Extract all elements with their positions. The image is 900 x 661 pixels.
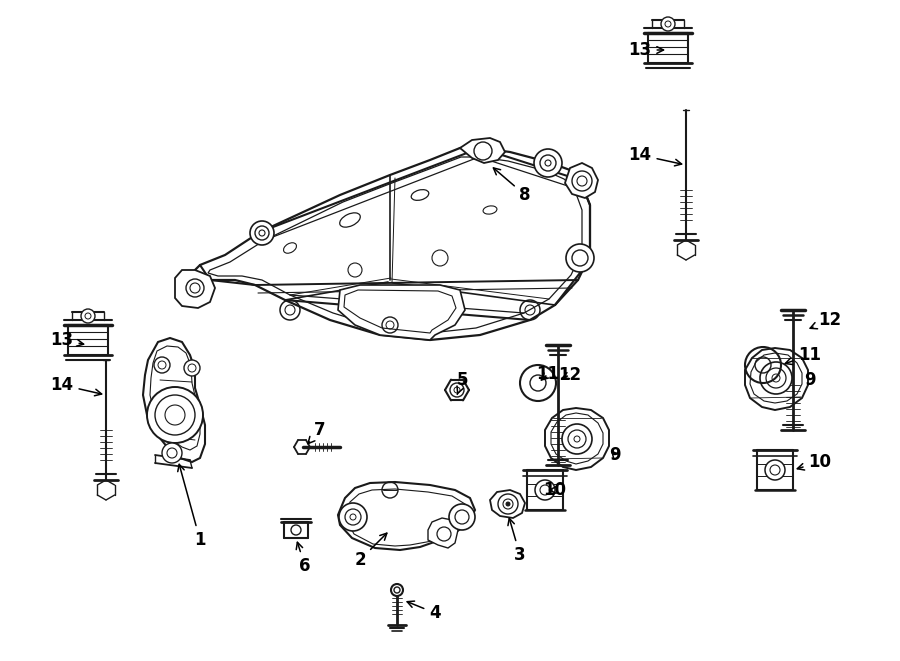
Text: 14: 14 (628, 146, 681, 166)
Circle shape (339, 503, 367, 531)
Circle shape (162, 443, 182, 463)
Text: 8: 8 (493, 168, 531, 204)
Text: 6: 6 (296, 542, 310, 575)
Circle shape (81, 309, 95, 323)
Text: 11: 11 (785, 346, 822, 364)
Circle shape (572, 171, 592, 191)
Text: 13: 13 (628, 41, 663, 59)
Polygon shape (460, 138, 505, 163)
Circle shape (147, 387, 203, 443)
Circle shape (250, 221, 274, 245)
Text: 12: 12 (810, 311, 842, 329)
Text: 14: 14 (50, 376, 102, 396)
Circle shape (566, 244, 594, 272)
Circle shape (506, 502, 510, 506)
Polygon shape (490, 490, 525, 518)
Circle shape (765, 460, 785, 480)
Circle shape (661, 17, 675, 31)
Circle shape (534, 149, 562, 177)
Circle shape (154, 357, 170, 373)
Polygon shape (745, 348, 808, 410)
Circle shape (449, 504, 475, 530)
Text: 1: 1 (177, 464, 206, 549)
Text: 5: 5 (457, 371, 469, 395)
Circle shape (184, 360, 200, 376)
Text: 10: 10 (544, 481, 566, 499)
Text: 2: 2 (355, 533, 387, 569)
Circle shape (186, 279, 204, 297)
Polygon shape (565, 163, 598, 198)
Polygon shape (143, 338, 205, 462)
Text: 12: 12 (558, 366, 581, 384)
Circle shape (535, 480, 555, 500)
Text: 11: 11 (536, 365, 560, 383)
Circle shape (391, 584, 403, 596)
Polygon shape (338, 285, 465, 340)
Text: 13: 13 (50, 331, 84, 349)
Polygon shape (428, 518, 458, 548)
Polygon shape (545, 408, 609, 470)
Text: 10: 10 (797, 453, 832, 471)
Circle shape (760, 362, 792, 394)
Text: 3: 3 (508, 518, 526, 564)
Polygon shape (195, 148, 590, 340)
Circle shape (498, 494, 518, 514)
Text: 9: 9 (805, 371, 815, 389)
Polygon shape (338, 482, 475, 550)
Text: 9: 9 (609, 446, 621, 464)
Circle shape (562, 424, 592, 454)
Text: 7: 7 (308, 421, 326, 444)
Polygon shape (175, 270, 215, 308)
Text: 4: 4 (407, 601, 441, 622)
